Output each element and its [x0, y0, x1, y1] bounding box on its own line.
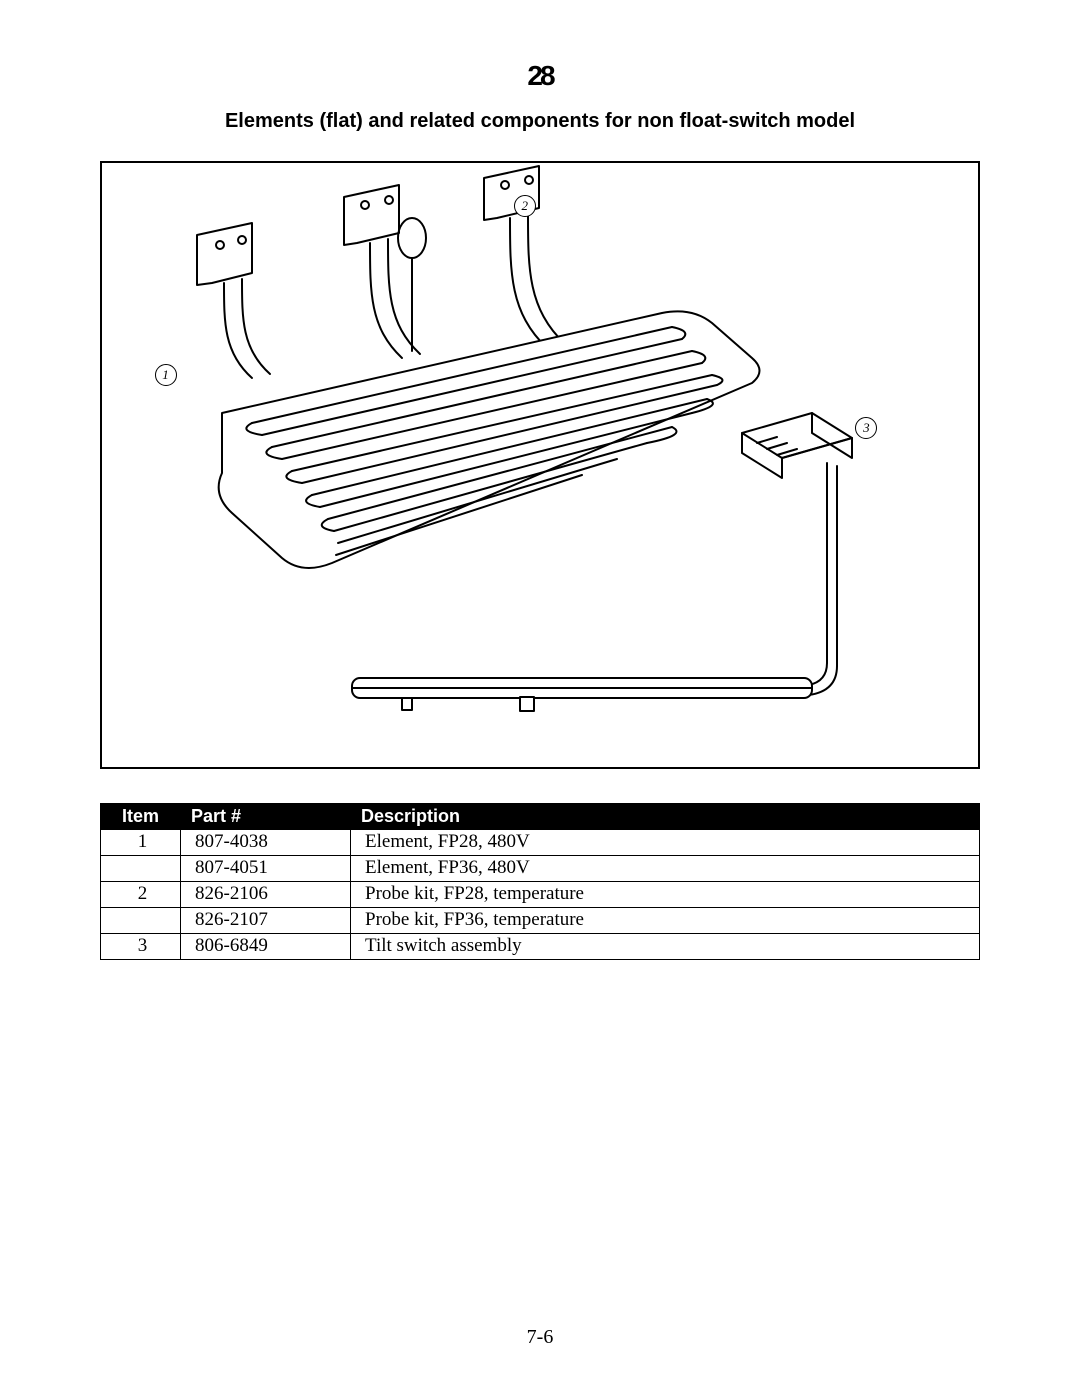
page: 28 Elements (flat) and related component… [0, 0, 1080, 1397]
callout-1: 1 [155, 364, 177, 386]
table-row: 3 806-6849 Tilt switch assembly [101, 934, 980, 960]
cell-part: 807-4038 [181, 830, 351, 856]
parts-table: Item Part # Description 1 807-4038 Eleme… [100, 803, 980, 960]
cell-desc: Element, FP28, 480V [351, 830, 980, 856]
cell-item [101, 908, 181, 934]
cell-part: 826-2107 [181, 908, 351, 934]
diagram-svg [102, 163, 978, 767]
table-row: 826-2107 Probe kit, FP36, temperature [101, 908, 980, 934]
cell-part: 807-4051 [181, 856, 351, 882]
table-row: 1 807-4038 Element, FP28, 480V [101, 830, 980, 856]
col-header-desc: Description [351, 804, 980, 830]
table-row: 2 826-2106 Probe kit, FP28, temperature [101, 882, 980, 908]
cell-desc: Probe kit, FP28, temperature [351, 882, 980, 908]
cell-part: 826-2106 [181, 882, 351, 908]
page-number-top: 28 [100, 60, 980, 92]
parts-diagram: 1 2 3 [100, 161, 980, 769]
cell-item: 2 [101, 882, 181, 908]
page-number-bottom: 7-6 [0, 1326, 1080, 1349]
table-row: 807-4051 Element, FP36, 480V [101, 856, 980, 882]
col-header-part: Part # [181, 804, 351, 830]
cell-desc: Probe kit, FP36, temperature [351, 908, 980, 934]
cell-part: 806-6849 [181, 934, 351, 960]
cell-item [101, 856, 181, 882]
cell-item: 3 [101, 934, 181, 960]
callout-3: 3 [855, 417, 877, 439]
col-header-item: Item [101, 804, 181, 830]
page-title: Elements (flat) and related components f… [100, 110, 980, 133]
callout-2: 2 [514, 195, 536, 217]
cell-desc: Tilt switch assembly [351, 934, 980, 960]
cell-item: 1 [101, 830, 181, 856]
table-header-row: Item Part # Description [101, 804, 980, 830]
cell-desc: Element, FP36, 480V [351, 856, 980, 882]
